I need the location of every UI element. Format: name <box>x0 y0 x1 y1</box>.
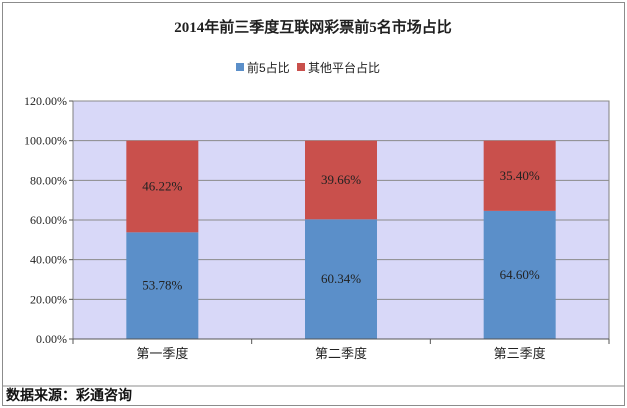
y-tick-label: 20.00% <box>30 292 67 306</box>
x-category-label: 第三季度 <box>494 346 546 361</box>
bar-others <box>126 140 199 233</box>
bar-top5 <box>483 210 556 339</box>
data-labels: 53.78% 46.22% 60.34% 39.66% 64.60% 35.40% <box>142 168 540 293</box>
x-axis: 第一季度 第二季度 第三季度 <box>72 338 610 361</box>
bars <box>126 140 556 339</box>
data-label: 60.34% <box>321 271 361 286</box>
source-note: 数据来源：彩通咨询 <box>6 387 132 403</box>
x-category-label: 第二季度 <box>315 346 367 361</box>
data-label: 46.22% <box>142 179 182 194</box>
legend: 前5占比 其他平台占比 <box>236 60 380 75</box>
y-tick-label: 100.00% <box>24 134 67 148</box>
bar-others <box>305 140 377 220</box>
y-tick-label: 60.00% <box>30 213 67 227</box>
legend-label-top5: 前5占比 <box>247 60 290 75</box>
data-label: 64.60% <box>500 267 540 282</box>
x-category-label: 第一季度 <box>136 346 188 361</box>
bar-top5 <box>305 219 377 339</box>
legend-label-others: 其他平台占比 <box>308 60 380 75</box>
legend-swatch-others <box>297 63 305 71</box>
data-label: 35.40% <box>500 168 540 183</box>
y-axis-ticks: 0.00% 20.00% 40.00% 60.00% 80.00% 100.00% 120.… <box>24 94 73 346</box>
legend-swatch-top5 <box>236 63 244 71</box>
data-label: 39.66% <box>321 172 361 187</box>
bar-others <box>483 140 556 211</box>
y-tick-label: 40.00% <box>30 253 67 267</box>
y-tick-label: 80.00% <box>30 173 67 187</box>
y-tick-label: 120.00% <box>24 94 67 108</box>
y-tick-label: 0.00% <box>36 332 67 346</box>
data-label: 53.78% <box>142 278 182 293</box>
chart-title: 2014年前三季度互联网彩票前5名市场占比 <box>174 18 452 36</box>
bar-top5 <box>126 232 199 339</box>
